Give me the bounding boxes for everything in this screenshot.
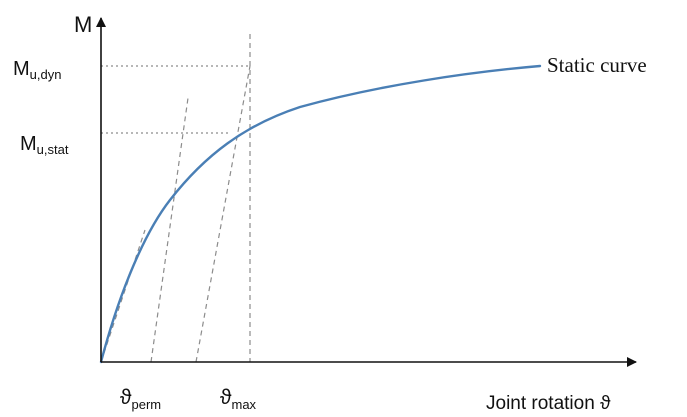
- y-axis-label: M: [74, 12, 92, 37]
- x-axis-label: Joint rotation ϑ: [486, 393, 611, 414]
- mu-stat-label: Mu,stat: [20, 133, 69, 157]
- theta-max-label: ϑmax: [220, 386, 257, 412]
- static-curve: [99, 64, 542, 364]
- unloading-line-max: [195, 65, 251, 363]
- static-curve-label: Static curve: [547, 53, 647, 77]
- unloading-line-perm: [150, 97, 189, 363]
- mu-dyn-label: Mu,dyn: [13, 58, 61, 82]
- theta-perm-label: ϑperm: [120, 386, 161, 412]
